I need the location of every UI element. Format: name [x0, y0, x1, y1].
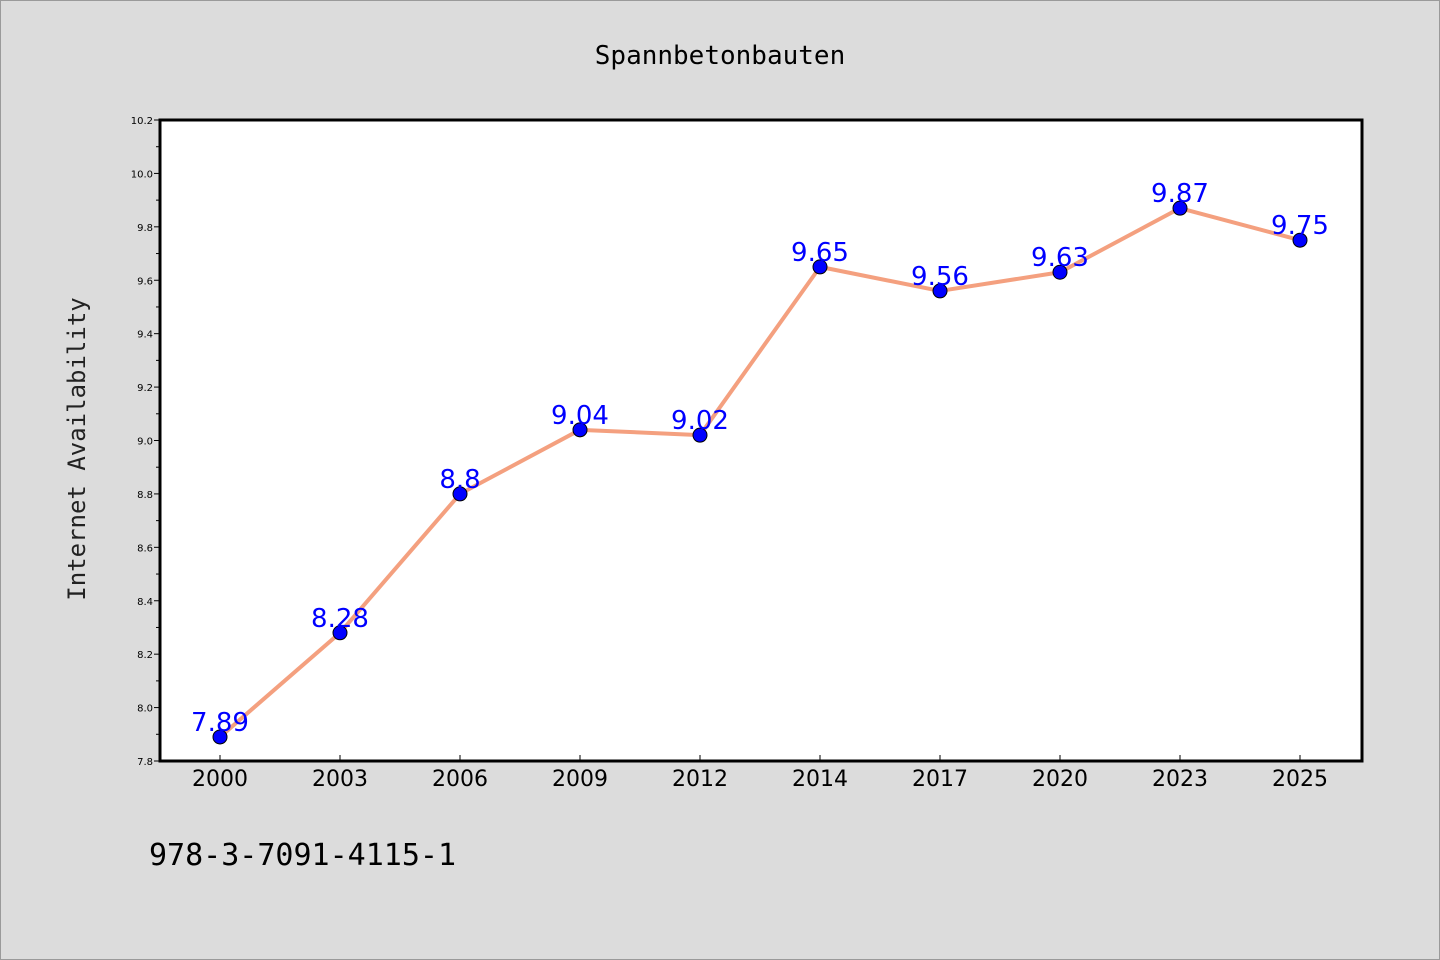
chart-title: Spannbetonbauten: [595, 41, 845, 71]
y-tick-label: 9.8: [137, 223, 153, 234]
x-axis-ticks: 2000 2003 2006 2009 2012 2014 2017 2020 2023 2025: [192, 755, 1328, 792]
data-label: 9.56: [911, 262, 969, 292]
data-point: [692, 427, 708, 443]
y-tick-label: 8.2: [137, 650, 153, 661]
data-point: [812, 259, 828, 275]
data-point: [452, 486, 468, 502]
x-tick-label: 2014: [792, 767, 848, 792]
data-label: 9.87: [1151, 179, 1209, 209]
data-labels: 7.89 8.28 8.8 9.04 9.02 9.65 9.56 9.63 9.87 9.75: [191, 179, 1329, 738]
y-tick-label: 8.8: [137, 490, 153, 501]
x-tick-label: 2025: [1272, 767, 1328, 792]
data-label: 9.63: [1031, 243, 1089, 273]
x-tick-label: 2017: [912, 767, 968, 792]
y-axis-ticks: 7.8 8.0 8.2 8.4 8.6 8.8 9.0 9.2 9.4 9.6 9.8 10.0 10.…: [131, 116, 160, 768]
x-tick-label: 2006: [432, 767, 488, 792]
data-point: [1172, 200, 1188, 216]
y-tick-label: 9.6: [137, 276, 153, 287]
data-label: 9.65: [791, 238, 849, 268]
x-tick-label: 2000: [192, 767, 248, 792]
y-tick-label: 8.4: [137, 597, 153, 608]
y-axis-label: Internet Availability: [63, 297, 91, 600]
data-label: 9.75: [1271, 211, 1329, 241]
x-tick-label: 2012: [672, 767, 728, 792]
data-markers: [212, 200, 1308, 745]
data-point: [1052, 264, 1068, 280]
data-label: 8.28: [311, 604, 369, 634]
x-tick-label: 2009: [552, 767, 608, 792]
data-label: 8.8: [439, 465, 480, 495]
y-tick-label: 9.2: [137, 383, 153, 394]
data-label: 7.89: [191, 708, 249, 738]
y-tick-label: 9.4: [137, 330, 153, 341]
plot-area: [160, 120, 1362, 761]
y-tick-label: 8.6: [137, 543, 153, 554]
y-tick-label: 7.8: [137, 757, 153, 768]
data-point: [212, 729, 228, 745]
plot-frame: [158, 118, 1364, 763]
x-tick-label: 2020: [1032, 767, 1088, 792]
data-point: [572, 422, 588, 438]
x-tick-label: 2003: [312, 767, 368, 792]
data-label: 9.02: [671, 406, 729, 436]
y-tick-label: 9.0: [137, 437, 153, 448]
y-tick-label: 8.0: [137, 704, 153, 715]
data-point: [1292, 232, 1308, 248]
data-point: [332, 625, 348, 641]
isbn-text: 978-3-7091-4115-1: [149, 838, 456, 873]
data-label: 9.04: [551, 401, 609, 431]
y-tick-label: 10.0: [131, 169, 153, 180]
x-tick-label: 2023: [1152, 767, 1208, 792]
series-line: [218, 206, 1301, 739]
data-point: [932, 283, 948, 299]
y-tick-label: 10.2: [131, 116, 153, 127]
